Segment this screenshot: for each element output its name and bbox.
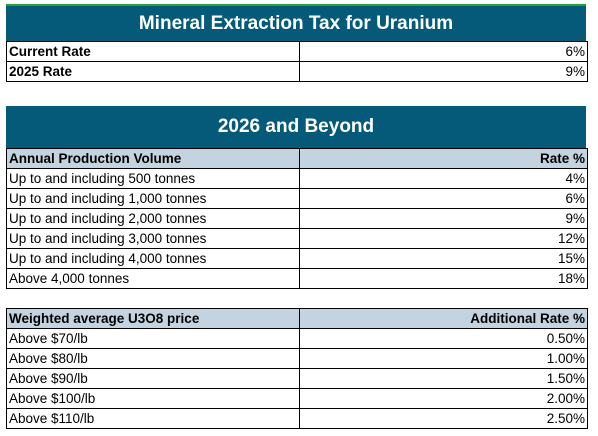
table-row: Up to and including 4,000 tonnes 15%: [6, 248, 588, 269]
table-row: Above $90/lb 1.50%: [6, 368, 588, 389]
table-header-row: Annual Production Volume Rate %: [6, 148, 588, 169]
table-row: 2025 Rate 9%: [6, 61, 588, 82]
row-value: 1.00%: [299, 348, 588, 369]
row-value: 2.50%: [299, 408, 588, 429]
table-header-row: Weighted average U3O8 price Additional R…: [6, 308, 588, 329]
row-value: 1.50%: [299, 368, 588, 389]
row-label: Up to and including 2,000 tonnes: [6, 208, 300, 229]
header-additional-rate: Additional Rate %: [299, 308, 588, 329]
row-value: 18%: [299, 268, 588, 289]
row-label: Current Rate: [6, 41, 300, 62]
row-value: 9%: [299, 208, 588, 229]
table-row: Up to and including 2,000 tonnes 9%: [6, 208, 588, 229]
row-value: 6%: [299, 188, 588, 209]
row-label: Above $80/lb: [6, 348, 300, 369]
beyond-2026-title: 2026 and Beyond: [6, 106, 586, 148]
current-rates-table: Current Rate 6% 2025 Rate 9%: [6, 41, 588, 82]
table-row: Up to and including 1,000 tonnes 6%: [6, 188, 588, 209]
row-value: 9%: [299, 61, 588, 82]
row-label: Up to and including 3,000 tonnes: [6, 228, 300, 249]
row-label: Above 4,000 tonnes: [6, 268, 300, 289]
row-label: Above $100/lb: [6, 388, 300, 409]
header-production-volume: Annual Production Volume: [6, 148, 300, 169]
row-label: Above $70/lb: [6, 328, 300, 349]
u3o8-price-section: Weighted average U3O8 price Additional R…: [6, 308, 588, 429]
header-rate: Rate %: [299, 148, 588, 169]
mineral-tax-section: Mineral Extraction Tax for Uranium Curre…: [6, 4, 588, 82]
row-label: 2025 Rate: [6, 61, 300, 82]
table-row: Current Rate 6%: [6, 41, 588, 62]
row-label: Up to and including 1,000 tonnes: [6, 188, 300, 209]
row-label: Above $110/lb: [6, 408, 300, 429]
table-row: Above $110/lb 2.50%: [6, 408, 588, 429]
u3o8-price-table: Weighted average U3O8 price Additional R…: [6, 308, 588, 429]
row-label: Above $90/lb: [6, 368, 300, 389]
table-row: Above $80/lb 1.00%: [6, 348, 588, 369]
row-label: Up to and including 4,000 tonnes: [6, 248, 300, 269]
row-value: 2.00%: [299, 388, 588, 409]
table-row: Above 4,000 tonnes 18%: [6, 268, 588, 289]
table-row: Above $70/lb 0.50%: [6, 328, 588, 349]
production-volume-table: Annual Production Volume Rate % Up to an…: [6, 148, 588, 289]
beyond-2026-section: 2026 and Beyond Annual Production Volume…: [6, 106, 588, 289]
mineral-tax-title: Mineral Extraction Tax for Uranium: [6, 4, 586, 41]
table-row: Up to and including 500 tonnes 4%: [6, 168, 588, 189]
row-value: 12%: [299, 228, 588, 249]
row-value: 6%: [299, 41, 588, 62]
row-value: 4%: [299, 168, 588, 189]
row-label: Up to and including 500 tonnes: [6, 168, 300, 189]
table-row: Above $100/lb 2.00%: [6, 388, 588, 409]
row-value: 15%: [299, 248, 588, 269]
row-value: 0.50%: [299, 328, 588, 349]
header-u3o8-price: Weighted average U3O8 price: [6, 308, 300, 329]
table-row: Up to and including 3,000 tonnes 12%: [6, 228, 588, 249]
